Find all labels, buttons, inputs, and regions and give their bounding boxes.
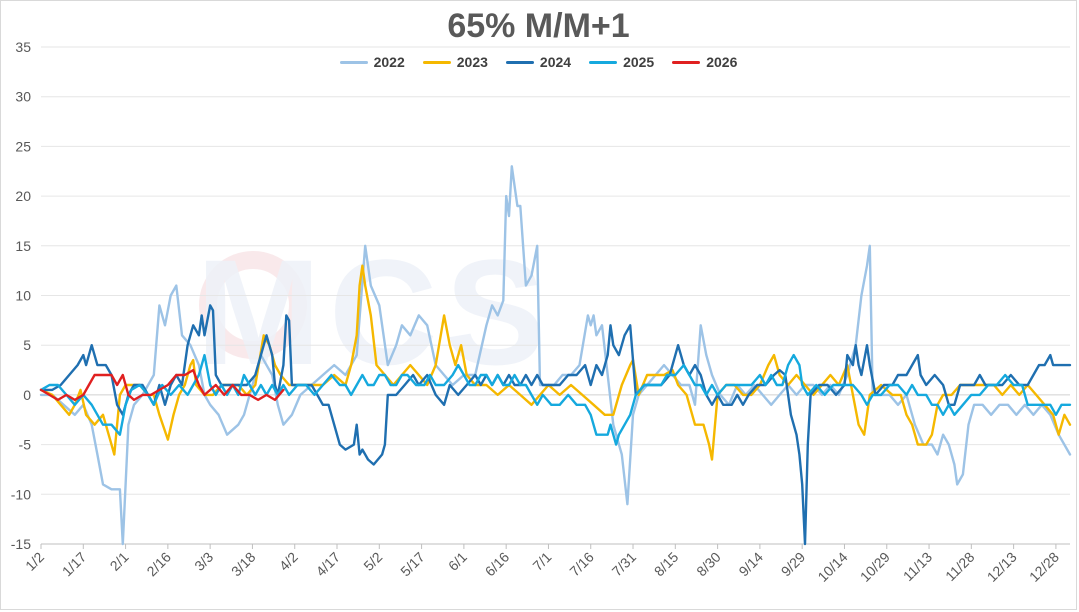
y-tick-label: 5 — [23, 337, 31, 353]
grid-lines — [41, 46, 1070, 545]
x-tick-label: 1/17 — [59, 549, 90, 580]
series-lines — [39, 165, 1072, 546]
x-tick-label: 7/16 — [566, 549, 597, 580]
y-tick-label: 10 — [15, 288, 31, 304]
y-axis: -15 -10 -5 0 5 10 15 20 25 30 35 — [11, 39, 31, 552]
x-tick-label: 1/2 — [22, 549, 47, 574]
x-tick-label: 3/18 — [228, 549, 259, 580]
x-tick-label: 11/13 — [900, 549, 936, 585]
x-tick-label: 6/16 — [482, 549, 513, 580]
x-tick-label: 3/3 — [191, 549, 216, 574]
x-tick-label: 9/29 — [778, 549, 809, 580]
legend-item-2024: 2024 — [505, 54, 572, 70]
legend-label-2023: 2023 — [456, 54, 488, 70]
legend-label-2025: 2025 — [623, 54, 655, 70]
chart-title: 65% M/M+1 — [447, 7, 630, 45]
legend-item-2023: 2023 — [422, 54, 488, 70]
legend-item-2025: 2025 — [589, 54, 654, 70]
y-tick-label: 15 — [15, 238, 31, 254]
legend-swatch-2022 — [339, 60, 368, 64]
x-tick-label: 10/14 — [814, 549, 850, 585]
y-tick-label: 35 — [15, 39, 31, 55]
x-tick-label: 12/28 — [1026, 549, 1062, 585]
y-tick-label: 0 — [23, 387, 31, 403]
x-tick-label: 12/13 — [984, 549, 1020, 585]
x-tick-label: 8/30 — [693, 549, 724, 580]
legend-swatch-2025 — [589, 60, 618, 64]
x-tick-label: 7/1 — [529, 549, 554, 574]
x-tick-label: 4/2 — [276, 549, 301, 574]
legend-swatch-2023 — [422, 60, 451, 64]
y-tick-label: 20 — [15, 188, 31, 204]
x-tick-label: 5/2 — [360, 549, 385, 574]
y-tick-label: -5 — [19, 437, 32, 453]
series-line-2023 — [39, 264, 1072, 461]
legend-swatch-2026 — [672, 60, 701, 64]
x-tick-label: 2/16 — [143, 549, 174, 580]
x-tick-label: 7/31 — [609, 549, 640, 580]
x-tick-label: 4/17 — [313, 549, 344, 580]
y-tick-label: 30 — [15, 89, 31, 105]
x-tick-label: 2/1 — [107, 549, 132, 574]
legend-label-2026: 2026 — [706, 54, 738, 70]
legend: 2022 2023 2024 2025 2026 — [1, 54, 1076, 70]
x-tick-label: 9/14 — [735, 549, 766, 580]
y-tick-label: -10 — [11, 486, 31, 502]
x-tick-label: 6/1 — [445, 549, 470, 574]
x-axis: 1/2 1/17 2/1 2/16 3/3 3/18 4/2 4/17 5/2 5/17 6/1 6/… — [22, 543, 1070, 585]
series-line-2026 — [39, 368, 285, 402]
y-tick-label: 25 — [15, 138, 31, 154]
x-tick-label: 8/15 — [651, 549, 682, 580]
series-line-2022 — [39, 165, 1072, 546]
x-tick-label: 5/17 — [397, 549, 428, 580]
y-tick-label: -15 — [11, 536, 31, 552]
legend-item-2026: 2026 — [672, 54, 737, 70]
legend-label-2022: 2022 — [373, 54, 405, 70]
x-tick-label: 10/29 — [857, 549, 893, 585]
legend-swatch-2024 — [505, 60, 534, 64]
legend-label-2024: 2024 — [539, 54, 572, 70]
x-tick-label: 11/28 — [942, 549, 978, 585]
legend-item-2022: 2022 — [339, 54, 405, 70]
